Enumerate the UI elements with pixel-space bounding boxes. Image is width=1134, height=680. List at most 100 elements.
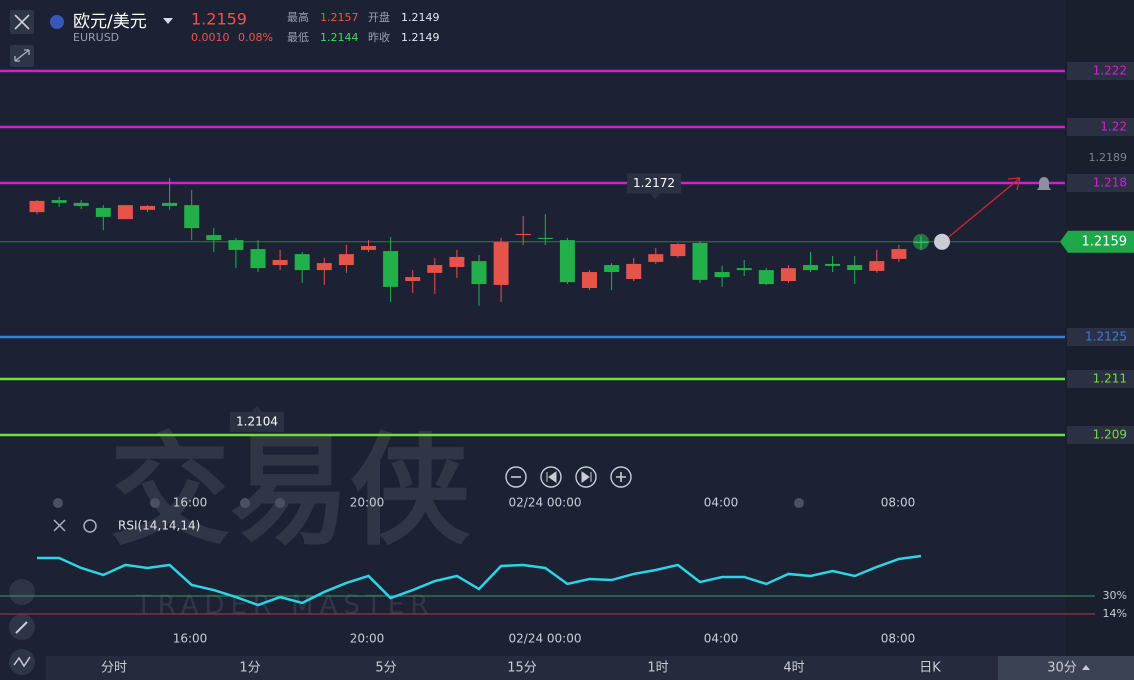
level-label: 1.209 — [1093, 428, 1127, 442]
candle-body — [471, 261, 487, 285]
candle-body — [405, 277, 421, 281]
high-marker-tip — [650, 193, 660, 200]
marker-dot — [794, 498, 804, 508]
candle-body — [228, 240, 244, 250]
x-tick-label: 02/24 00:00 — [509, 496, 582, 510]
tab[interactable]: 4时 — [783, 661, 804, 676]
tab[interactable]: 5分 — [375, 661, 396, 676]
level-label: 1.218 — [1093, 176, 1127, 190]
candle-body — [515, 233, 531, 236]
candle-body — [51, 200, 67, 203]
tab[interactable]: 30分 — [1047, 661, 1077, 676]
stat-label: 最低 — [287, 31, 309, 44]
close-icon — [14, 14, 30, 30]
level-label-box — [1067, 118, 1134, 136]
rsi-title: RSI(14,14,14) — [118, 519, 200, 533]
candle-body — [648, 254, 664, 262]
change: 0.0010 — [191, 31, 230, 44]
candle-body — [582, 272, 597, 288]
zoom-in[interactable] — [610, 466, 632, 488]
watermark-subtitle: TRADER MASTER — [135, 591, 435, 621]
candle-body — [140, 205, 155, 210]
candle-body — [847, 265, 863, 271]
live-glow — [913, 233, 929, 250]
navigation — [505, 466, 632, 488]
high-marker-box — [627, 173, 681, 194]
tool-button[interactable] — [9, 579, 35, 605]
x-tick-label: 20:00 — [350, 496, 385, 510]
candle-body — [604, 265, 620, 273]
candle-body — [626, 263, 642, 280]
indicator-settings[interactable] — [83, 519, 97, 533]
tab[interactable]: 1分 — [239, 661, 260, 676]
rsi-line — [37, 554, 922, 607]
watermark: 交易侠 TRADER MASTER — [110, 423, 471, 621]
level-label-box — [1067, 328, 1134, 346]
low-marker: 1.2104 — [236, 414, 278, 428]
marker-dot — [53, 498, 63, 508]
symbol-name: 欧元/美元 — [73, 12, 147, 32]
candle-body — [294, 254, 310, 271]
candle-body — [29, 200, 45, 213]
candle-body — [316, 263, 332, 271]
x-tick-label: 04:00 — [704, 632, 739, 646]
marker-dot — [275, 498, 285, 508]
flag-icon — [50, 15, 64, 29]
tab[interactable]: 1时 — [647, 661, 668, 676]
shrink-icon — [14, 49, 30, 62]
tab[interactable]: 日K — [919, 661, 941, 676]
x-tick-label: 16:00 — [173, 496, 208, 510]
level-label-box — [1067, 426, 1134, 444]
icon — [15, 621, 28, 634]
last-price-badge — [1060, 230, 1134, 253]
y-tick-label: 1.2189 — [1089, 151, 1128, 164]
candle-body — [206, 235, 222, 241]
change-pct: 0.08% — [238, 31, 273, 44]
candle-body — [184, 205, 200, 229]
candle-body — [361, 246, 376, 250]
level-label: 1.222 — [1093, 64, 1127, 78]
rsi-tick-label: 30% — [1103, 589, 1127, 602]
tab-selected[interactable] — [998, 656, 1134, 680]
x-tick-label: 20:00 — [350, 632, 385, 646]
price: 1.2159 — [191, 10, 247, 29]
level-label: 1.211 — [1093, 372, 1127, 386]
last-price-label: 1.2159 — [1082, 234, 1128, 249]
tab[interactable]: 15分 — [507, 661, 537, 676]
stat-value: 1.2149 — [401, 11, 440, 24]
x-tick-label: 08:00 — [881, 632, 916, 646]
candle-body — [803, 265, 818, 271]
alert-bell — [1037, 177, 1051, 190]
low-marker-box — [230, 411, 284, 432]
dropdown[interactable] — [163, 18, 173, 24]
candle-body — [758, 270, 774, 285]
candle-body — [338, 254, 354, 266]
candle-body — [250, 249, 266, 269]
zoom-out[interactable] — [505, 466, 527, 488]
level-label: 1.2125 — [1085, 330, 1127, 344]
candle-body — [670, 244, 686, 257]
x-tick-label: 02/24 00:00 — [509, 632, 582, 646]
stat-value: 1.2157 — [320, 11, 359, 24]
scroll-end[interactable] — [575, 466, 597, 488]
icon — [546, 471, 557, 483]
level-label-box — [1067, 174, 1134, 192]
marker-dot — [150, 498, 160, 508]
candle-body — [383, 251, 399, 287]
candle-body — [493, 242, 509, 285]
candle-body — [427, 265, 443, 273]
x-tick-label: 16:00 — [173, 632, 208, 646]
level-label-box — [1067, 62, 1134, 80]
candle-body — [692, 242, 708, 280]
remove-indicator[interactable] — [53, 519, 66, 532]
trend-arrow — [948, 177, 1021, 238]
icon — [616, 472, 626, 482]
tab[interactable]: 分时 — [101, 661, 127, 676]
candle-body — [559, 240, 575, 283]
scroll-start[interactable] — [540, 466, 562, 488]
candle-body — [714, 272, 730, 278]
stat-label: 开盘 — [368, 10, 390, 24]
x-tick-label: 04:00 — [704, 496, 739, 510]
symbol-code: EURUSD — [73, 31, 119, 44]
